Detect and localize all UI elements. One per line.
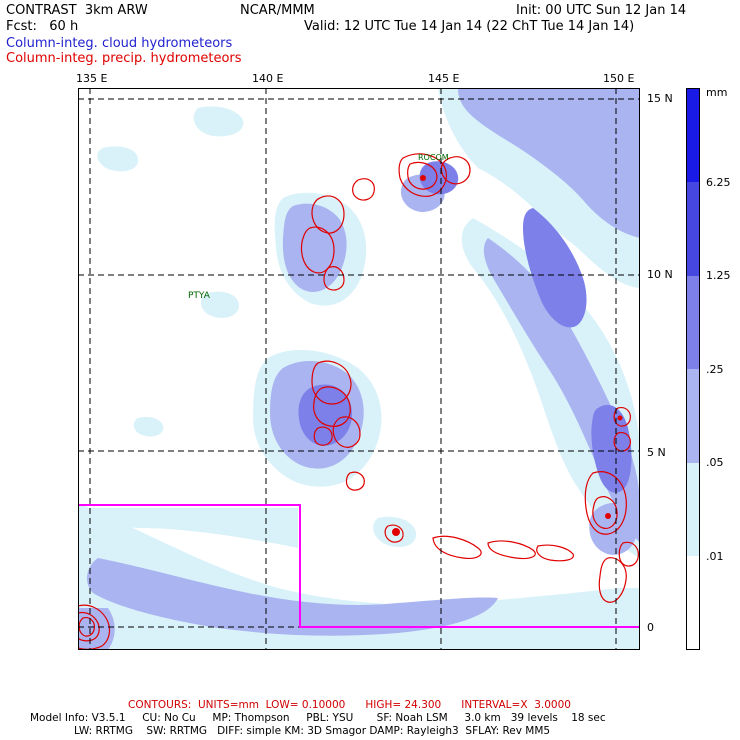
field-precip-label: Column-integ. precip. hydrometeors (6, 51, 242, 66)
legend-colorbar (686, 88, 700, 650)
lat-label-10n: 10 N (647, 268, 673, 281)
forecast-map: PTYA ROCOM (78, 88, 640, 650)
precip-cores (392, 175, 623, 536)
init-time: Init: 00 UTC Sun 12 Jan 14 (516, 3, 687, 18)
lat-label-0: 0 (647, 621, 654, 634)
lon-label-145: 145 E (428, 72, 460, 85)
lat-label-15n: 15 N (647, 92, 673, 105)
product-title: CONTRAST 3km ARW (6, 3, 148, 18)
legend-level-6.25: 6.25 (706, 176, 731, 189)
place-label: PTYA (188, 291, 211, 301)
valid-time: Valid: 12 UTC Tue 14 Jan 14 (22 ChT Tue … (304, 19, 635, 34)
forecast-hour: Fcst: 60 h (6, 19, 79, 34)
field-cloud-label: Column-integ. cloud hydrometeors (6, 36, 233, 51)
legend-level-0.25: .25 (706, 363, 724, 376)
lat-label-5n: 5 N (647, 446, 666, 459)
cloud-mid-layer (78, 88, 640, 650)
lat-lon-grid (78, 88, 640, 650)
model-info-line1: Model Info: V3.5.1 CU: No Cu MP: Thompso… (30, 712, 606, 724)
legend-level-0.05: .05 (706, 456, 724, 469)
legend-level-1.25: 1.25 (706, 269, 731, 282)
lon-label-135: 135 E (76, 72, 108, 85)
cloud-dark-layer (298, 161, 632, 493)
model-info-line2: LW: RRTMG SW: RRTMG DIFF: simple KM: 3D … (74, 725, 551, 737)
region-label: ROCOM (418, 153, 449, 162)
legend-unit: mm (706, 86, 728, 99)
precip-contours (78, 153, 639, 650)
contour-info: CONTOURS: UNITS=mm LOW= 0.10000 HIGH= 24… (128, 699, 571, 711)
boundary-box (78, 504, 640, 628)
lon-label-140: 140 E (252, 72, 284, 85)
lon-label-150: 150 E (603, 72, 635, 85)
organization-label: NCAR/MMM (240, 3, 315, 18)
legend-level-0.01: .01 (706, 550, 724, 563)
